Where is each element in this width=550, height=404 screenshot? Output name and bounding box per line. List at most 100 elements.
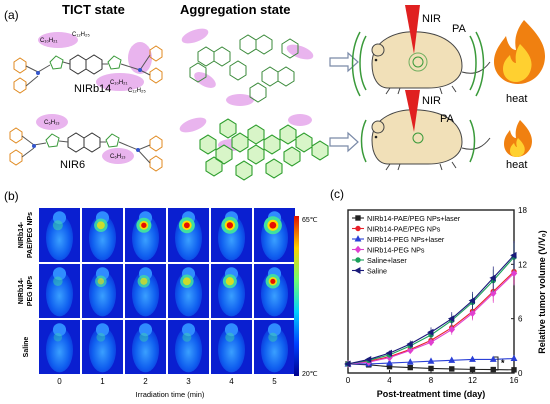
tumor-heat-spot-outer	[53, 276, 63, 287]
thermal-image-cell	[125, 320, 166, 374]
thermal-image-cell	[168, 264, 209, 318]
mouse-head-silhouette	[181, 323, 196, 337]
mouse-body	[371, 31, 463, 89]
x-tick-label: 16	[510, 376, 519, 385]
nirb14-name: NIRb14	[74, 83, 111, 95]
core-ring	[85, 54, 103, 75]
data-point	[489, 274, 496, 282]
data-point	[448, 356, 456, 363]
chain-label: C₁₂H₂₅	[72, 32, 90, 38]
chain-label: C₁₀H₂₁	[40, 38, 58, 44]
phenyl-ring	[13, 57, 27, 74]
tumor-heat-spot-outer	[53, 333, 63, 342]
mouse-head-silhouette	[52, 323, 67, 337]
mouse-legs	[385, 161, 457, 171]
legend-label: NIRb14-PAE/PEG NPs	[367, 225, 441, 234]
mouse-top	[351, 5, 491, 97]
color-scale-bar	[294, 216, 299, 376]
aggregation-dense	[179, 114, 329, 181]
thermal-image-cell	[39, 264, 80, 318]
tict-title: TICT state	[62, 2, 125, 17]
side-chain-highlight	[286, 44, 314, 60]
tumor-heat-spot-core	[141, 222, 147, 228]
aggregation-title: Aggregation state	[180, 2, 291, 17]
pa-waves	[351, 31, 367, 97]
data-point	[406, 358, 414, 365]
legend-marker	[354, 245, 362, 254]
flame-inner	[503, 44, 532, 82]
x-axis-label: Irradiation time (min)	[136, 390, 205, 399]
nir-label-bottom: NIR	[422, 95, 441, 107]
thermal-image-cell	[82, 208, 123, 262]
pa-waves	[469, 31, 485, 97]
side-chain-highlight	[36, 114, 68, 130]
thermal-image-cell	[125, 264, 166, 318]
legend-marker	[354, 235, 362, 242]
tumor-heat-spot-outer	[139, 332, 149, 342]
mouse-legs	[385, 85, 457, 95]
mouse-eye	[374, 135, 378, 139]
mouse-bottom	[360, 90, 491, 171]
side-chain-highlight	[179, 117, 207, 133]
nirb14-molecule	[13, 32, 163, 94]
tumor-heat-spot-mid	[182, 277, 191, 286]
thermal-image-cell	[254, 264, 295, 318]
row-label: NIRb14- PAE/PEG NPs	[18, 212, 34, 258]
time-tick-label: 5	[272, 377, 277, 386]
mouse-head-silhouette	[224, 323, 239, 337]
series-5	[344, 241, 517, 368]
data-point	[407, 364, 413, 371]
legend-entry: Saline+laser	[352, 256, 407, 265]
mouse-thermal-silhouette	[174, 327, 203, 373]
thermal-image-cell	[211, 320, 252, 374]
nitrogen-atom	[136, 148, 140, 152]
tumor-signal	[412, 56, 424, 68]
scale-min-label: 20℃	[302, 371, 318, 378]
legend-label: NIRb14-PAE/PEG NPs+laser	[367, 214, 461, 223]
data-point	[469, 366, 476, 373]
time-tick-label: 1	[100, 377, 105, 386]
side-chain-highlight	[226, 94, 254, 106]
thiophene-ring	[105, 133, 120, 148]
mouse-head-silhouette	[267, 323, 282, 337]
row-label: NIRb14- PEG NPs	[18, 276, 34, 306]
data-point	[489, 355, 497, 362]
phenyl-ring	[13, 77, 27, 94]
significance-bracket	[494, 356, 499, 371]
data-point	[406, 340, 413, 348]
nir6-molecule	[9, 114, 163, 172]
mouse-head-silhouette	[52, 267, 67, 281]
mouse-thermal-silhouette	[131, 327, 160, 373]
thermal-image-cell	[125, 208, 166, 262]
thiophene-ring	[107, 55, 122, 70]
nir-laser-beam	[405, 90, 420, 132]
flame-inner	[510, 138, 525, 157]
y-tick-label: 6	[518, 315, 523, 324]
panel-c-label: (c)	[330, 187, 344, 201]
chart-series	[344, 241, 518, 373]
phenyl-ring	[149, 45, 163, 62]
data-point	[489, 289, 497, 298]
thermal-image-cell	[82, 264, 123, 318]
legend-marker	[355, 215, 361, 221]
nitrogen-atom	[138, 68, 142, 72]
tumor-signal	[412, 132, 424, 144]
mouse-thermal-silhouette	[88, 327, 117, 373]
x-tick-label: 12	[468, 376, 477, 385]
legend-entry: NIRb14-PAE/PEG NPs	[352, 225, 441, 234]
data-point	[448, 325, 456, 334]
flame-icon-small	[504, 120, 532, 157]
mouse-thermal-silhouette	[217, 327, 246, 373]
row-label-line: NIRb14-	[18, 277, 25, 304]
data-point	[469, 355, 476, 362]
tumor-heat-spot-core	[269, 221, 277, 229]
process-arrows	[329, 51, 359, 153]
mouse-head-silhouette	[138, 323, 153, 337]
pa-label-bottom: PA	[440, 113, 455, 125]
legend-marker	[355, 225, 361, 232]
tumor-heat-spot-outer	[268, 332, 278, 342]
chart-legend: NIRb14-PAE/PEG NPs+laser NIRb14-PAE/PEG N…	[352, 214, 461, 276]
thermal-image-cell	[254, 320, 295, 374]
